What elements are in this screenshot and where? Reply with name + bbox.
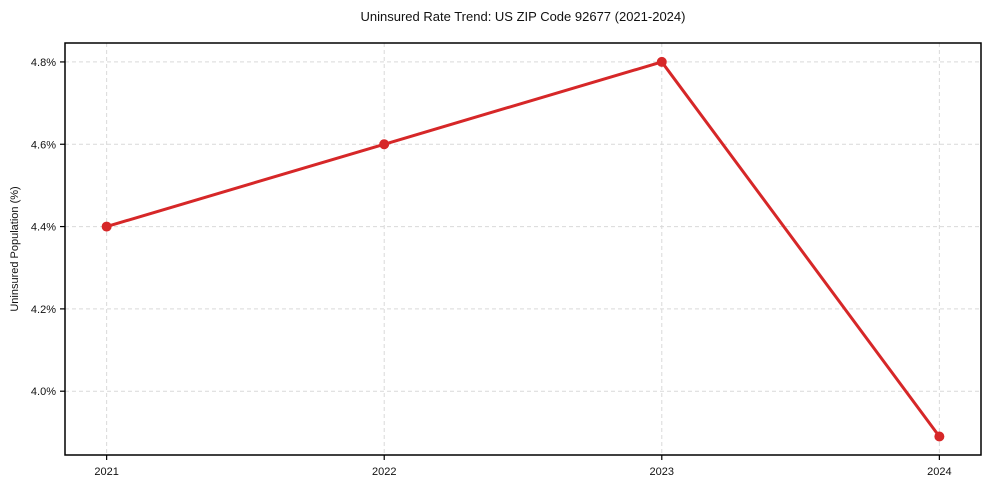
x-tick-label: 2021 — [94, 466, 118, 478]
y-axis-label: Uninsured Population (%) — [9, 186, 21, 311]
x-tick-label: 2024 — [927, 466, 951, 478]
data-point-marker — [101, 221, 112, 232]
y-tick-label: 4.6% — [31, 139, 56, 151]
series-line — [105, 60, 941, 438]
data-point-marker — [379, 139, 390, 150]
x-tick-label: 2023 — [650, 466, 674, 478]
data-point-marker — [656, 56, 667, 67]
tick-labels: 4.0% 4.2% 4.4% 4.6% 4.8% 2021 2022 2023 2024 — [31, 57, 952, 478]
y-tick-label: 4.0% — [31, 386, 56, 398]
x-tick-label: 2022 — [372, 466, 396, 478]
data-series — [101, 56, 945, 442]
y-tick-label: 4.4% — [31, 222, 56, 234]
gridlines — [65, 43, 981, 455]
axis-ticks — [60, 61, 940, 460]
plot-border — [64, 42, 982, 456]
y-tick-label: 4.2% — [31, 304, 56, 316]
y-tick-label: 4.8% — [31, 57, 56, 69]
data-point-marker — [934, 431, 945, 442]
chart-title: Uninsured Rate Trend: US ZIP Code 92677 … — [361, 9, 686, 24]
